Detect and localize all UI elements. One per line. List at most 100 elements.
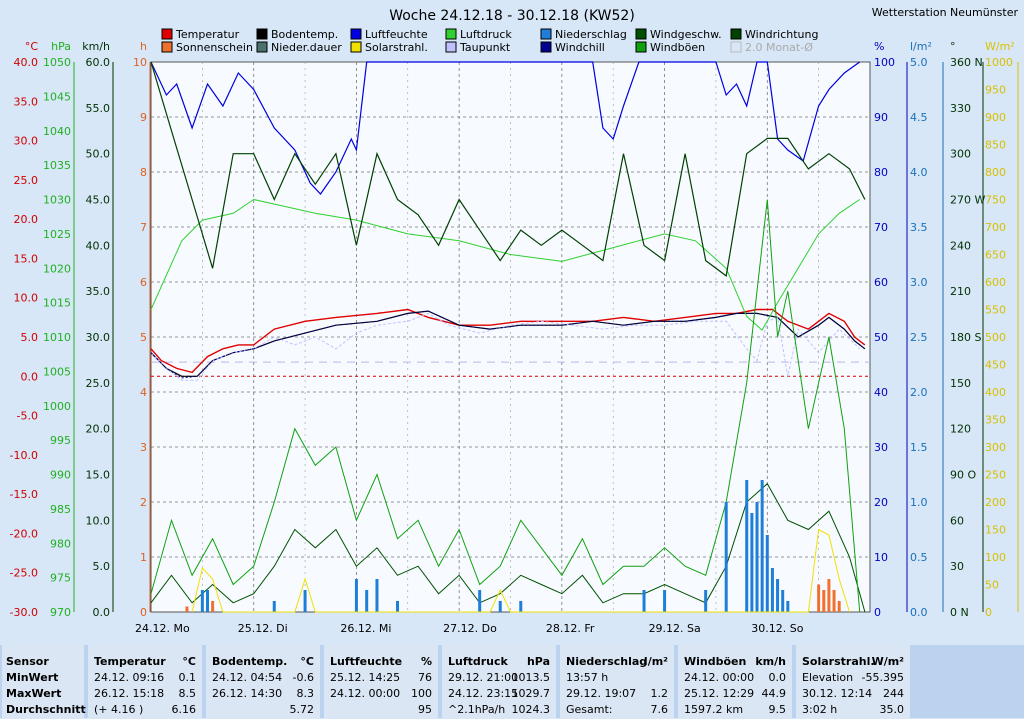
- chart-title: Woche 24.12.18 - 30.12.18 (KW52): [389, 8, 635, 24]
- axis-tick-left: -20.0: [10, 527, 38, 540]
- axis-tick-left: 30.0: [86, 331, 111, 344]
- table-cell: 30.12. 12:14 244: [802, 687, 904, 703]
- axis-tick-right: 3.5: [910, 221, 928, 234]
- axis-tick-left: 5.0: [21, 331, 39, 344]
- table-cell: 24.12. 00:00 0.0: [684, 671, 786, 687]
- axis-tick-left: 970: [50, 606, 71, 619]
- axis-tick-right: 80: [874, 166, 888, 179]
- bar: [663, 590, 667, 612]
- cell-label: 3:02 h: [802, 703, 838, 716]
- axis-tick-right: 400: [985, 386, 1006, 399]
- axis-tick-right: 330: [950, 102, 971, 115]
- axis-unit-left: °C: [25, 40, 39, 53]
- legend-swatch: [635, 28, 647, 40]
- bar: [832, 590, 836, 612]
- axis-tick-right: 0.0: [910, 606, 928, 619]
- table-cell: 1597.2 km 9.5: [684, 703, 786, 719]
- bar: [354, 579, 358, 612]
- legend-label: Taupunkt: [459, 41, 511, 54]
- axis-tick-right: 650: [985, 249, 1006, 262]
- cell-label: 1597.2 km: [684, 703, 744, 716]
- series-line-taupunkt: [150, 312, 861, 381]
- axis-tick-left: -30.0: [10, 606, 38, 619]
- axis-tick-x: 29.12. Sa: [649, 622, 701, 635]
- column-unit: km/h: [755, 655, 786, 668]
- table-cell: 24.12. 04:54 -0.6: [212, 671, 314, 687]
- axis-tick-right: 350: [985, 414, 1006, 427]
- axis-tick-left: 1030: [43, 194, 71, 207]
- axis-tick-right: 1.5: [910, 441, 928, 454]
- column-unit: %: [420, 655, 432, 668]
- table-column: Luftfeuchte% 25.12. 14:25 76 24.12. 00:00 10…: [324, 645, 438, 718]
- row-label: Durchschnitt: [6, 703, 86, 719]
- axis-tick-left: 15.0: [14, 252, 39, 265]
- cell-value: 76: [418, 671, 432, 684]
- axis-tick-x: 26.12. Mi: [340, 622, 391, 635]
- axis-unit-right: l/m²: [910, 40, 932, 53]
- axis-tick-right: 90 O: [950, 469, 976, 482]
- legend-swatch: [161, 41, 173, 53]
- bar: [765, 535, 769, 612]
- cell-label: (+ 4.16 ): [94, 703, 144, 716]
- legend-label: Temperatur: [175, 28, 240, 41]
- bar: [185, 606, 189, 612]
- stats-table: Sensor MinWert MaxWert Durchschnitt Temperat…: [0, 645, 1024, 718]
- axis-tick-left: 4: [140, 386, 147, 399]
- table-cell: ^2.1hPa/h 1024.3: [448, 703, 550, 719]
- legend-label: Solarstrahl.: [365, 41, 428, 54]
- cell-label: 26.12. 14:30: [212, 687, 283, 700]
- axis-tick-right: 700: [985, 221, 1006, 234]
- axis-tick-left: 40.0: [86, 239, 111, 252]
- axis-tick-left: 2: [140, 496, 147, 509]
- axis-tick-right: 450: [985, 359, 1006, 372]
- table-cell: (+ 4.16 ) 6.16: [94, 703, 196, 719]
- axis-tick-right: 30: [950, 560, 964, 573]
- axis-tick-left: 3: [140, 441, 147, 454]
- axis-tick-left: 45.0: [86, 194, 111, 207]
- series-sonnenschein: [185, 579, 841, 612]
- axis-tick-right: 100: [985, 551, 1006, 564]
- series-niederschlag: [200, 480, 790, 612]
- bar: [704, 590, 708, 612]
- legend-swatch: [350, 41, 362, 53]
- column-header: Windböen: [684, 655, 747, 668]
- bar: [519, 601, 523, 612]
- legend-label: Windchill: [555, 41, 605, 54]
- axis-tick-left: 7: [140, 221, 147, 234]
- cell-label: 24.12. 23:15: [448, 687, 519, 700]
- axis-tick-right: 10: [874, 551, 888, 564]
- cell-value: 100: [411, 687, 432, 700]
- cell-label: 24.12. 00:00: [684, 671, 755, 684]
- axis-unit-left: h: [140, 40, 147, 53]
- cell-value: -55.395: [861, 671, 904, 684]
- table-cell: 24.12. 00:00 100: [330, 687, 432, 703]
- axis-tick-left: 995: [50, 434, 71, 447]
- bar: [375, 579, 379, 612]
- legend-swatch: [540, 41, 552, 53]
- axis-tick-left: 20.0: [14, 213, 39, 226]
- axis-tick-left: 35.0: [86, 285, 111, 298]
- column-unit: °C: [300, 655, 314, 668]
- row-label: MaxWert: [6, 687, 78, 703]
- cell-label: 25.12. 14:25: [330, 671, 401, 684]
- axis-tick-right: 1.0: [910, 496, 928, 509]
- legend-swatch: [161, 28, 173, 40]
- axis-tick-right: 20: [874, 496, 888, 509]
- axis-tick-right: 50: [874, 331, 888, 344]
- bar: [822, 590, 826, 612]
- cell-value: 44.9: [761, 687, 787, 700]
- cell-value: 7.6: [650, 703, 669, 716]
- axis-tick-right: 150: [985, 524, 1006, 537]
- column-unit: W/m²: [871, 655, 904, 668]
- bar: [817, 584, 821, 612]
- column-unit: °C: [182, 655, 196, 668]
- axis-tick-left: 1010: [43, 331, 71, 344]
- legend-swatch: [445, 28, 457, 40]
- table-column: Luftdruck hPa 29.12. 21:00 1013.5 24.12. 23:…: [442, 645, 556, 718]
- axis-tick-right: 250: [985, 469, 1006, 482]
- axis-tick-right: 1000: [985, 56, 1013, 69]
- series-line-temperatur: [150, 308, 866, 374]
- axis-tick-x: 28.12. Fr: [546, 622, 595, 635]
- row-label: Sensor: [6, 655, 78, 671]
- bar: [478, 590, 482, 612]
